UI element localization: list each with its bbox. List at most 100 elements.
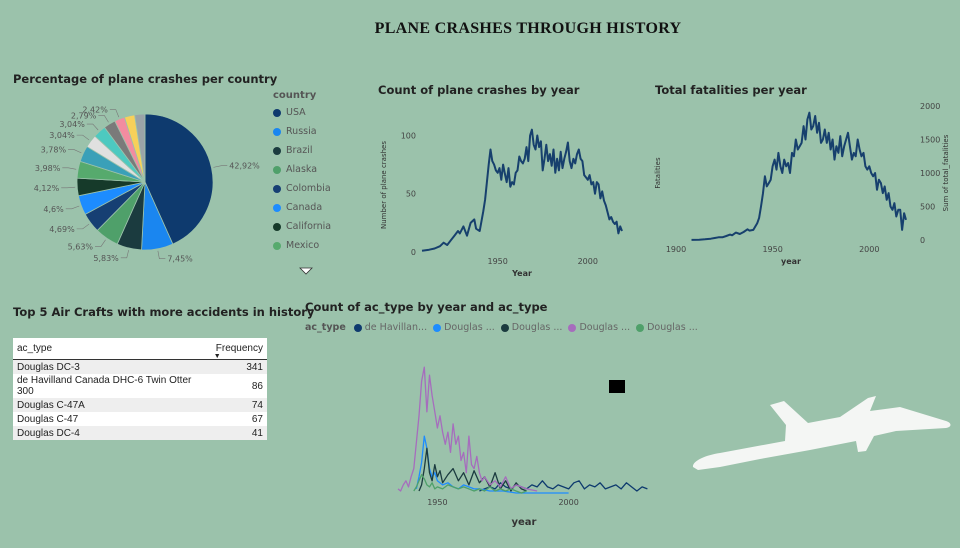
ac-type-legend-item[interactable]: Douglas ... — [500, 322, 563, 333]
legend-dot-icon — [273, 203, 281, 212]
pie-slice — [144, 113, 214, 245]
pie-legend-item[interactable]: California — [273, 217, 353, 236]
x-axis-label: year — [781, 257, 801, 266]
x-tick-label: 1900 — [666, 245, 686, 254]
pie-legend-item[interactable]: Alaska — [273, 160, 353, 179]
pie-legend-label: Russia — [286, 126, 317, 137]
pie-leader-line — [157, 250, 166, 259]
legend-dot-icon — [273, 222, 281, 231]
pie-leader-line — [86, 123, 99, 131]
col-header-frequency[interactable]: Frequency ▼ — [211, 338, 267, 360]
table-row[interactable]: Douglas DC-3 341 — [13, 359, 267, 374]
cell-frequency: 86 — [251, 380, 263, 392]
pie-legend-item[interactable]: USA — [273, 103, 353, 122]
x-tick-label: 2000 — [558, 498, 578, 507]
pie-leader-line — [68, 149, 82, 154]
legend-dot-icon — [273, 165, 281, 174]
cell-frequency: 341 — [211, 359, 267, 374]
pie-slice-label: 5,63% — [68, 242, 94, 251]
table-row[interactable]: Douglas C-47A 74 — [13, 398, 267, 412]
pie-leader-line — [95, 239, 106, 247]
table-row[interactable]: Douglas DC-4 41 — [13, 426, 267, 440]
pie-legend-item[interactable]: Russia — [273, 122, 353, 141]
y-tick-label: 1000 — [920, 169, 940, 178]
y-axis-right-label: Sum of total_fatalities — [942, 134, 950, 211]
ac-type-legend-item[interactable]: Douglas ... — [433, 322, 495, 333]
table-header-row: ac_type Frequency ▼ — [13, 338, 267, 360]
y-tick-label: 1500 — [920, 136, 940, 145]
ac-type-legend-label: de Havillan... — [364, 322, 428, 333]
col-header-ac-type[interactable]: ac_type — [13, 338, 212, 360]
pie-leader-line — [62, 167, 77, 170]
cell-frequency: 41 — [211, 426, 267, 440]
pie-chart-title: Percentage of plane crashes per country — [13, 72, 278, 86]
series-line — [397, 366, 538, 492]
ac-type-legend-label: Douglas ... — [647, 322, 698, 333]
y-tick-label: 0 — [920, 236, 925, 245]
cell-ac-type: de Havilland Canada DHC-6 Twin Otter 300 — [17, 375, 192, 397]
y-tick-label: 50 — [406, 190, 416, 199]
pie-slice-label: 2,79% — [71, 111, 97, 120]
ac-type-legend-item[interactable]: de Havillan... — [353, 322, 428, 333]
pie-legend-item[interactable]: Canada — [273, 198, 353, 217]
pie-legend-item[interactable]: Mexico — [273, 236, 353, 255]
series-line — [479, 480, 648, 492]
pie-legend: country USA Russia Brazil Alaska Colombia Can… — [273, 90, 353, 255]
legend-dot-icon — [273, 184, 281, 193]
x-tick-label: 1950 — [487, 257, 507, 266]
top-aircraft-table: ac_type Frequency ▼ Douglas DC-3 341 de Ha… — [13, 338, 267, 440]
x-axis-label: year — [512, 517, 537, 528]
pie-leader-line — [65, 205, 80, 210]
pie-chart: 42,92% 7,45% 5,83% 5,63% 4,69% 4,6% 4,12% 3,98%… — [34, 106, 260, 264]
series-line — [418, 447, 527, 492]
ac-type-legend-label: Douglas ... — [511, 322, 563, 333]
pie-leader-line — [98, 115, 109, 123]
ac-type-legend-item[interactable]: Douglas ... — [636, 322, 698, 333]
pie-slice-label: 4,69% — [49, 225, 75, 234]
cell-ac-type: Douglas C-47 — [17, 413, 79, 425]
ac-type-legend-label: Douglas ... — [444, 322, 495, 333]
pie-legend-label: USA — [286, 107, 306, 118]
legend-dot-icon — [636, 323, 645, 332]
pie-slice-label: 5,83% — [93, 254, 119, 263]
col-header-frequency-label: Frequency — [215, 343, 263, 354]
x-tick-label: 2000 — [859, 245, 879, 254]
y-tick-label: 100 — [401, 131, 416, 140]
pie-slice-label: 3,04% — [59, 120, 85, 129]
table-row[interactable]: Douglas C-47 67 — [13, 412, 267, 426]
pie-slice-label: 4,12% — [34, 184, 60, 193]
fatalities-per-year-title: Total fatalities per year — [655, 83, 807, 97]
ac-type-legend-item[interactable]: Douglas ... — [568, 322, 630, 333]
x-tick-label: 1950 — [427, 498, 447, 507]
table-row[interactable]: de Havilland Canada DHC-6 Twin Otter 300… — [13, 374, 267, 398]
y-tick-label: 0 — [411, 248, 416, 257]
black-box-marker — [609, 380, 625, 393]
cell-frequency: 67 — [251, 413, 263, 425]
pie-slice-label: 7,45% — [167, 255, 193, 264]
pie-legend-item[interactable]: Brazil — [273, 141, 353, 160]
legend-dot-icon — [273, 108, 281, 117]
cell-ac-type: Douglas DC-3 — [13, 359, 212, 374]
ac-type-chart-title: Count of ac_type by year and ac_type — [305, 300, 548, 314]
pie-legend-label: Canada — [286, 202, 323, 213]
pie-legend-item[interactable]: Colombia — [273, 179, 353, 198]
fatalities-per-year-chart: 0 500 1000 1500 2000 1900 1950 2000 year Fataliti… — [654, 102, 950, 266]
pie-legend-label: Brazil — [286, 145, 313, 156]
y-tick-label: 500 — [920, 203, 935, 212]
legend-scroll-down-icon[interactable] — [299, 267, 313, 275]
ac-type-chart: 1950 2000 year — [397, 366, 648, 528]
series-line — [691, 111, 907, 241]
pie-slice-label: 3,04% — [49, 131, 75, 140]
legend-dot-icon — [500, 323, 509, 332]
crashes-by-year-chart: 0 50 100 1950 2000 Year Number of plane crashe… — [380, 128, 623, 278]
pie-legend-title: country — [273, 90, 317, 101]
pie-leader-line — [120, 249, 129, 259]
pie-legend-label: Colombia — [286, 183, 331, 194]
pie-slice-label: 3,78% — [41, 146, 67, 155]
page-title: PLANE CRASHES THROUGH HISTORY — [374, 20, 682, 37]
pie-slice-label: 42,92% — [229, 162, 260, 171]
pie-leader-line — [76, 223, 90, 230]
cell-frequency: 74 — [211, 398, 267, 412]
pie-slice — [134, 113, 146, 183]
x-axis-label: Year — [511, 269, 532, 278]
